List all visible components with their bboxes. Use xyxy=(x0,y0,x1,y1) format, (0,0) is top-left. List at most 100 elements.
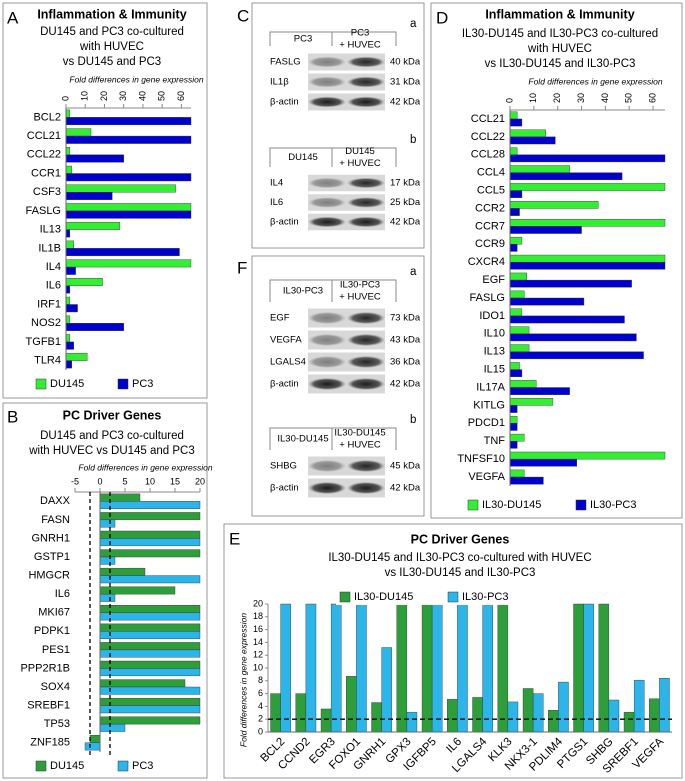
y-tick-label: 16 xyxy=(253,624,263,634)
bar xyxy=(99,549,201,558)
y-tick-label: 18 xyxy=(253,611,263,621)
bar xyxy=(497,603,509,733)
size-label: 31 kDa xyxy=(390,77,421,88)
bar xyxy=(65,304,78,313)
bar xyxy=(65,240,74,249)
bar xyxy=(509,333,637,342)
x-tick-label: 0 xyxy=(60,96,70,101)
lane-label: PC3 xyxy=(294,34,312,45)
category-label: TLR4 xyxy=(34,355,61,367)
chart-title: PC Driver Genes xyxy=(411,532,510,546)
panel-border xyxy=(223,523,683,779)
bar xyxy=(649,698,660,733)
bar xyxy=(509,172,623,181)
bar xyxy=(371,702,382,733)
category-label: HMGCR xyxy=(28,569,70,581)
bar xyxy=(509,351,644,360)
bar xyxy=(65,210,192,219)
bar xyxy=(99,679,186,688)
blot-band xyxy=(308,96,346,108)
chart-subtitle: DU145 and PC3 co-cultured xyxy=(40,26,184,38)
x-tick-label: 10 xyxy=(145,476,155,486)
bar xyxy=(509,476,544,485)
bar xyxy=(509,244,518,252)
category-label: CCL5 xyxy=(477,184,505,196)
size-label: 42 kDa xyxy=(390,217,421,228)
bar xyxy=(509,415,518,424)
category-label: GNRH1 xyxy=(31,532,70,544)
bar xyxy=(548,710,559,733)
bar xyxy=(65,154,124,163)
bar xyxy=(509,236,523,245)
bar xyxy=(509,297,585,306)
category-label: CCR1 xyxy=(31,167,61,179)
lane-label: DU145 xyxy=(345,146,375,157)
protein-label: VEGFA xyxy=(270,335,302,346)
y-axis-label: Fold differences in gene expression xyxy=(238,613,248,747)
category-label: IL13 xyxy=(40,224,61,236)
y-tick-label: 2 xyxy=(258,714,263,724)
category-label: NOS2 xyxy=(31,317,61,329)
blot-band xyxy=(347,355,385,369)
panel-border xyxy=(251,2,425,249)
size-label: 17 kDa xyxy=(390,178,421,189)
legend-label: DU145 xyxy=(50,760,84,772)
category-label: SOX4 xyxy=(41,681,70,693)
category-label: PDCD1 xyxy=(468,417,505,429)
legend-label: DU145 xyxy=(50,378,84,390)
blot-part-label: a xyxy=(410,266,417,278)
bar xyxy=(509,326,530,335)
category-label: CCR2 xyxy=(475,202,505,214)
bar xyxy=(65,173,192,182)
bar xyxy=(509,387,570,395)
bar xyxy=(421,603,433,733)
bar xyxy=(509,118,523,127)
legend-swatch xyxy=(467,499,479,511)
bar xyxy=(65,203,192,212)
x-tick-label: 50 xyxy=(157,91,167,101)
bar xyxy=(509,369,523,377)
bar xyxy=(509,129,546,138)
bar xyxy=(509,362,520,370)
panel-border xyxy=(2,2,208,399)
blot-band xyxy=(347,333,385,347)
chart-subtitle: with HUVEC xyxy=(527,43,592,55)
blot-band xyxy=(308,333,346,347)
protein-label: EGF xyxy=(270,313,290,324)
legend-label: IL30-DU145 xyxy=(354,591,413,603)
bar xyxy=(99,642,201,651)
blot-band xyxy=(308,56,346,68)
x-tick-label: 50 xyxy=(624,93,634,103)
category-label: IL6 xyxy=(46,280,61,292)
x-tick-label: 10 xyxy=(80,91,90,101)
category-label: IL4 xyxy=(46,261,61,273)
bar xyxy=(99,556,116,565)
legend-label: PC3 xyxy=(132,378,153,390)
blot-band xyxy=(347,216,385,228)
category-label: CCR9 xyxy=(475,238,505,250)
size-label: 42 kDa xyxy=(390,379,421,390)
bar xyxy=(598,603,610,733)
x-axis-label: Fold differences in gene expression xyxy=(69,74,203,84)
bar xyxy=(65,285,71,294)
category-label: IL10 xyxy=(484,328,505,340)
bar xyxy=(472,697,483,733)
legend-label: IL30-DU145 xyxy=(482,499,541,511)
bar xyxy=(509,136,556,145)
blot-band xyxy=(308,377,346,391)
bar xyxy=(65,266,76,275)
bar xyxy=(295,693,307,733)
bar xyxy=(633,679,645,733)
bar xyxy=(522,688,534,733)
bar xyxy=(99,567,146,576)
y-tick-label: 10 xyxy=(253,662,263,672)
legend-label: IL30-PC3 xyxy=(590,499,636,511)
bar xyxy=(99,686,201,695)
bar xyxy=(65,229,71,238)
lane-label: + HUVEC xyxy=(339,292,381,303)
lane-label: IL30-DU145 xyxy=(334,428,385,439)
bar xyxy=(99,612,201,621)
blot-band xyxy=(308,311,346,325)
